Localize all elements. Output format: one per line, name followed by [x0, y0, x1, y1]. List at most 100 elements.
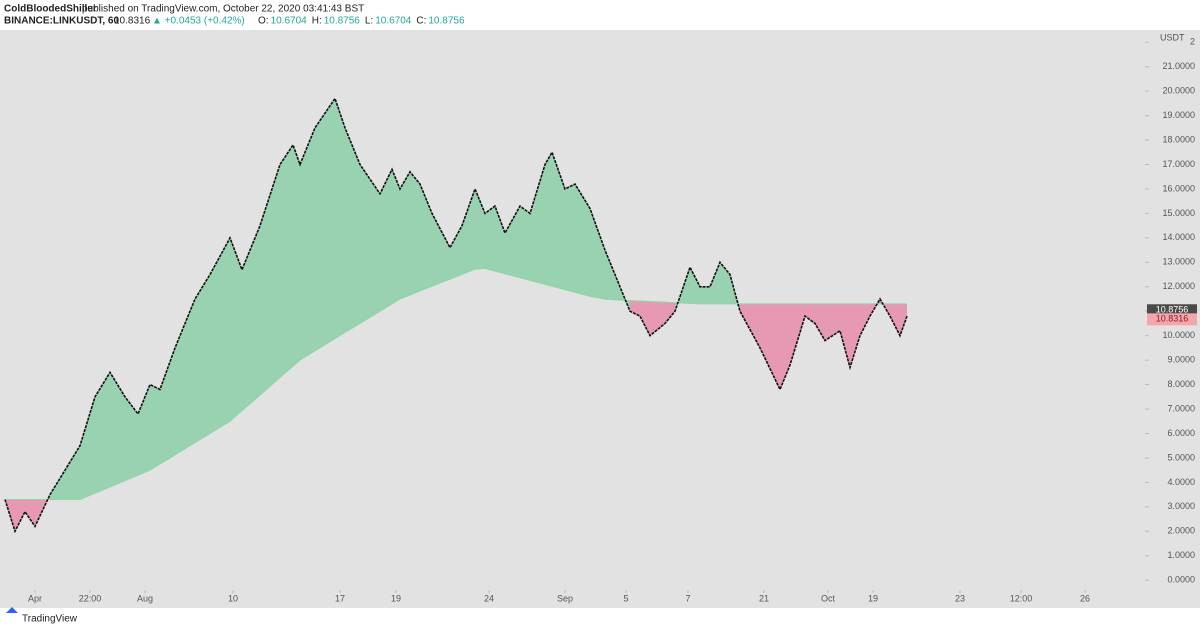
ribbon-segment [432, 213, 450, 287]
ribbon-segment [650, 301, 665, 336]
ohlc-value: 10.6704 [271, 16, 308, 27]
average-line [5, 267, 907, 501]
ribbon-segment [485, 206, 495, 272]
y-tick-label: 10.0000 [1162, 330, 1195, 340]
x-tick-label: 17 [335, 593, 345, 603]
y-tick-label: 4.0000 [1167, 477, 1195, 487]
ribbon-segment [15, 499, 25, 532]
y-tick-label: 1.0000 [1167, 550, 1195, 560]
ohlc-value: 10.8756 [428, 16, 465, 27]
x-tick-label: Apr [28, 593, 42, 603]
x-tick-label: 7 [685, 593, 690, 603]
ribbon-segment [410, 171, 420, 296]
price-line [4, 96, 908, 534]
y-tick-label: 15.0000 [1162, 208, 1195, 218]
unit: USDT [1160, 32, 1185, 42]
x-tick-label: 24 [484, 593, 494, 603]
ribbon [5, 98, 907, 532]
ribbon-segment [110, 372, 125, 488]
ribbon-segment [850, 303, 860, 368]
ribbon-segment [565, 184, 575, 293]
x-tick-label: 5 [623, 593, 628, 603]
price-label-box [1147, 304, 1197, 317]
price-label: 10.8316 [1156, 314, 1189, 324]
ribbon-segment [280, 144, 293, 378]
x-tick-label: Aug [137, 593, 153, 603]
x-tick-label: Oct [821, 593, 836, 603]
x-tick-label: 26 [1080, 593, 1090, 603]
time-axis-background [0, 590, 1200, 608]
ribbon-segment [335, 98, 345, 339]
ohlc-label: O: [258, 16, 269, 27]
x-tick-label: 19 [868, 593, 878, 603]
ribbon-segment [730, 274, 740, 312]
ribbon-segment [505, 206, 520, 278]
ohlc-label: H: [312, 16, 322, 27]
ribbon-segment [400, 171, 410, 299]
y-tick-label: 5.0000 [1167, 452, 1195, 462]
footer[interactable]: TradingView [22, 614, 78, 625]
x-tick-label: Sep [557, 593, 573, 603]
ribbon-segment [300, 127, 315, 361]
ribbon-segment [360, 164, 380, 324]
ribbon-segment [380, 169, 392, 312]
y-tick-label: 14.0000 [1162, 232, 1195, 242]
ribbon-segment [315, 98, 335, 351]
ribbon-segment [805, 303, 815, 324]
x-tick-label: 19 [391, 593, 401, 603]
ribbon-segment [900, 303, 907, 336]
price-label-box [1147, 313, 1197, 326]
y-tick-label: 12.0000 [1162, 281, 1195, 291]
ribbon-segment [740, 303, 760, 348]
author[interactable]: ColdBloodedShiller [4, 4, 97, 15]
ribbon-segment [665, 302, 675, 324]
ohlc-value: 10.6704 [375, 16, 412, 27]
ribbon-segment [150, 384, 160, 471]
ribbon-segment [160, 347, 175, 465]
logo [6, 607, 18, 613]
ribbon-segment [815, 303, 825, 341]
y-tick-label: 2 [1190, 37, 1195, 47]
x-tick-label: 22:00 [79, 593, 102, 603]
ribbon-segment [545, 152, 552, 287]
ribbon-segment [95, 372, 110, 494]
ribbon-segment [520, 206, 530, 281]
ribbon-segment [575, 184, 590, 297]
ribbon-segment [825, 303, 840, 341]
x-tick-label: 12:00 [1010, 593, 1033, 603]
y-tick-label: 21.0000 [1162, 61, 1195, 71]
ribbon-segment [640, 300, 650, 336]
ribbon-segment [860, 303, 870, 336]
y-tick-label: 8.0000 [1167, 379, 1195, 389]
ribbon-segment [780, 303, 790, 390]
ribbon-segment [462, 188, 475, 275]
ribbon-segment [890, 303, 900, 336]
y-tick-label: 0.0000 [1167, 575, 1195, 585]
ribbon-segment [552, 152, 565, 290]
ribbon-segment [530, 164, 545, 285]
price-label: 10.8756 [1156, 305, 1189, 315]
ribbon-segment [210, 237, 230, 434]
ribbon-segment [700, 286, 710, 304]
ribbon-segment [65, 445, 80, 500]
ribbon-segment [790, 303, 805, 366]
change: ▲ +0.0453 (+0.42%) [152, 16, 245, 27]
y-tick-label: 18.0000 [1162, 134, 1195, 144]
ribbon-segment [495, 206, 505, 274]
last-price: 10.8316 [114, 16, 151, 27]
ribbon-segment [345, 127, 360, 333]
published: published on TradingView.com, October 22… [82, 4, 364, 15]
y-tick-label: 2.0000 [1167, 526, 1195, 536]
x-tick-label: 23 [955, 593, 965, 603]
y-tick-label: 20.0000 [1162, 86, 1195, 96]
y-tick-label: 17.0000 [1162, 159, 1195, 169]
symbol: BINANCE:LINKUSDT, 60 [4, 16, 119, 27]
ribbon-segment [840, 303, 850, 368]
y-tick-label: 16.0000 [1162, 183, 1195, 193]
ohlc-label: C: [416, 16, 426, 27]
ribbon-segment [620, 286, 630, 312]
ribbon-segment [242, 225, 260, 411]
ribbon-segment [293, 144, 300, 367]
